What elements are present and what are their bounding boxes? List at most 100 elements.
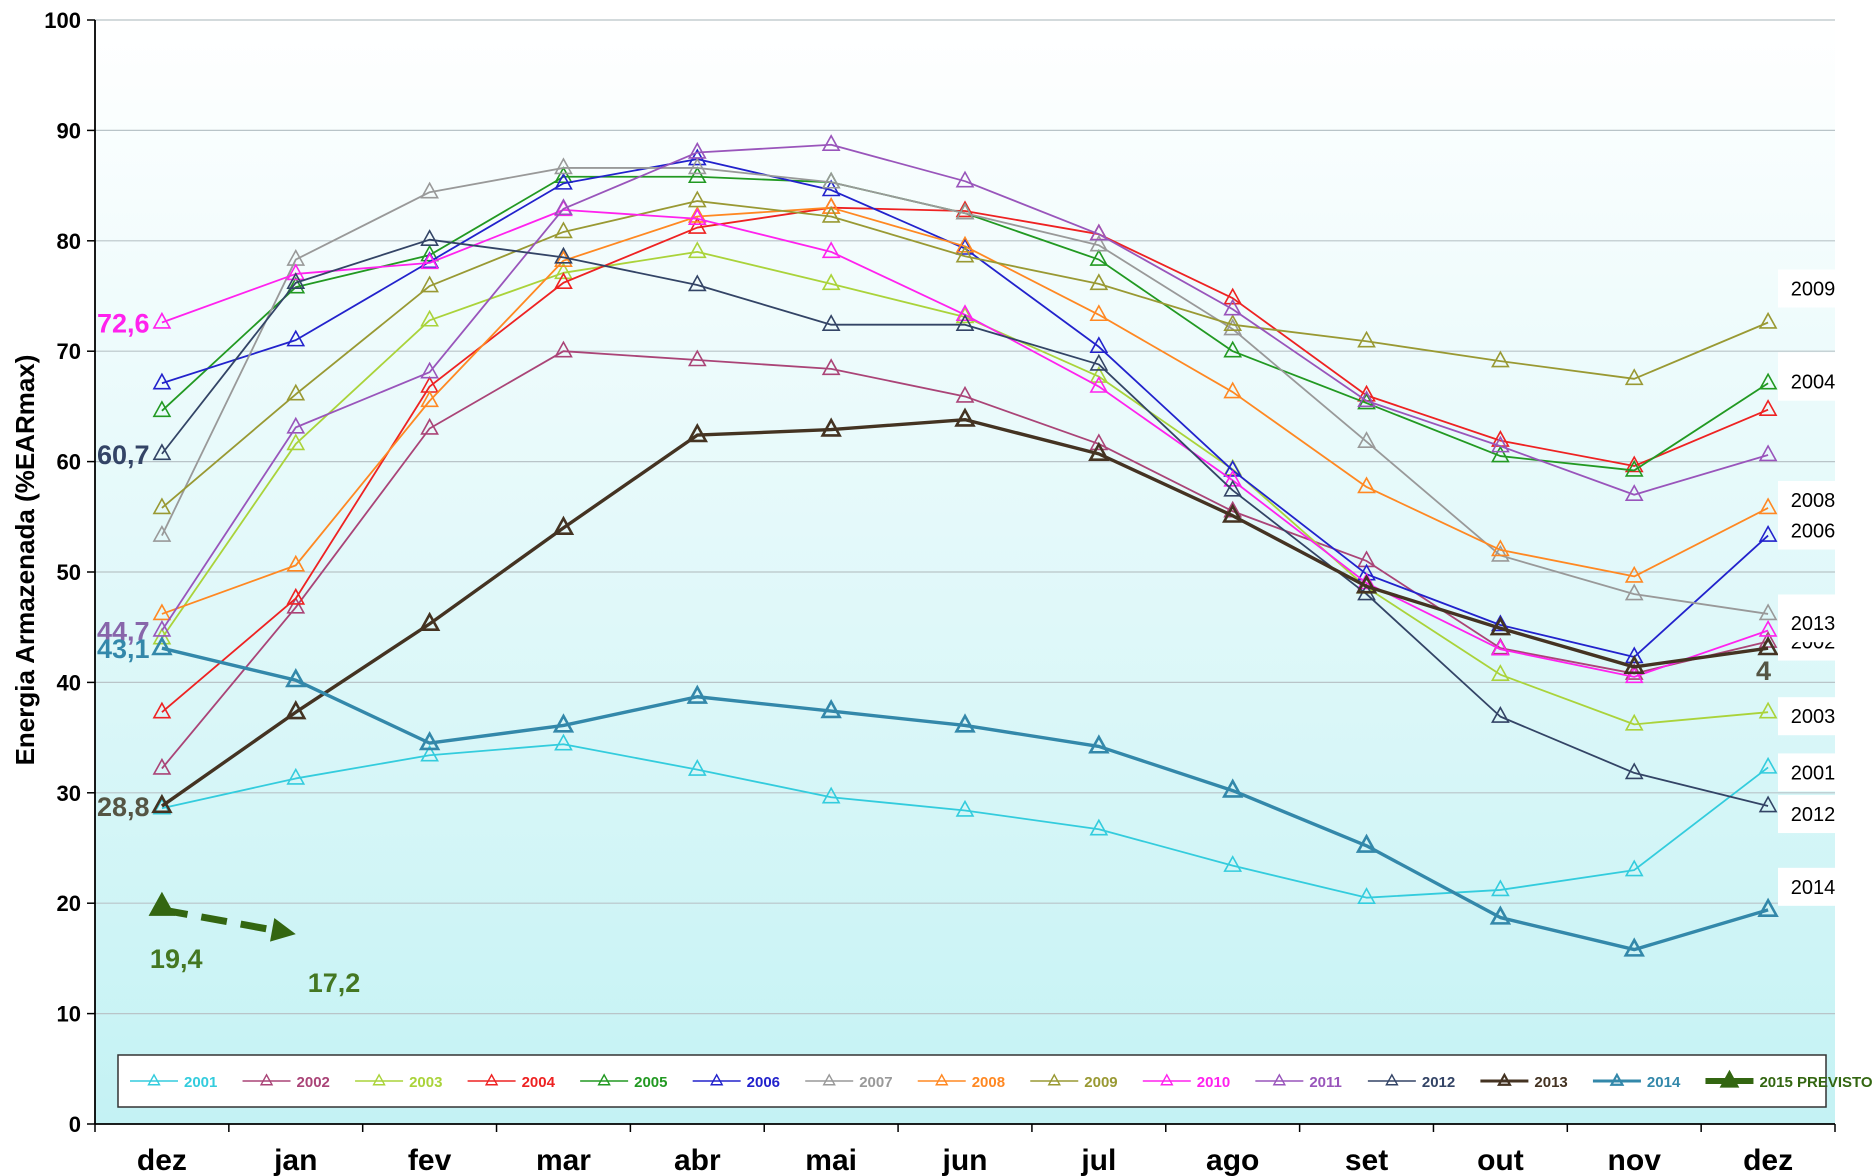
x-tick-label: abr xyxy=(674,1144,721,1176)
data-point xyxy=(1491,445,1510,463)
y-tick-label: 80 xyxy=(57,229,81,254)
data-point xyxy=(686,422,709,443)
legend-item-label: 2011 xyxy=(1309,1074,1342,1091)
y-tick-label: 90 xyxy=(57,118,81,143)
series-2001 xyxy=(152,733,1778,904)
data-point xyxy=(554,198,573,216)
data-point xyxy=(687,241,707,259)
data-point xyxy=(554,157,573,175)
forecast-value-label: 19,4 xyxy=(150,944,203,974)
legend: 2001 2002 2003 2004 2005 2006 2007 2008 2009 2010… xyxy=(117,1054,1873,1108)
data-point xyxy=(1089,336,1109,354)
y-tick-label: 30 xyxy=(57,781,81,806)
series-line xyxy=(160,417,1769,808)
data-point xyxy=(554,262,573,280)
start-value-label: 72,6 xyxy=(97,308,150,338)
data-point xyxy=(955,314,975,331)
end-label: 2012 xyxy=(1791,804,1836,826)
data-point xyxy=(687,190,707,208)
end-labels: 2009200520042002200820062007201020132003… xyxy=(1778,269,1848,906)
data-point xyxy=(1758,603,1778,621)
data-point xyxy=(1223,469,1243,487)
data-point xyxy=(955,245,975,263)
axes: 0 10 20 30 40 50 60 70 80 90 100 dez jan fev mar abr mai… xyxy=(44,8,1836,1176)
data-point xyxy=(1088,441,1110,461)
series-2011 xyxy=(152,134,1778,637)
data-point xyxy=(1357,476,1376,494)
data-point xyxy=(955,237,975,255)
y-axis-label: Energia Armazenada (%EARmax) xyxy=(10,355,40,766)
start-value-label: 60,7 xyxy=(97,440,150,470)
data-point xyxy=(552,713,575,733)
data-point xyxy=(1757,636,1779,656)
x-tick-label: out xyxy=(1477,1144,1524,1176)
data-point xyxy=(821,786,841,804)
data-point xyxy=(286,272,306,290)
data-point xyxy=(1089,273,1109,291)
data-point xyxy=(955,170,975,188)
data-point xyxy=(1491,706,1510,723)
data-point xyxy=(821,171,841,189)
data-point xyxy=(687,274,707,292)
data-point xyxy=(955,235,975,253)
data-point xyxy=(420,244,439,262)
end-label: 2006 xyxy=(1791,521,1836,543)
data-point xyxy=(1357,330,1376,348)
data-point xyxy=(286,416,306,434)
legend-item-label: 2008 xyxy=(972,1074,1005,1091)
data-point xyxy=(152,619,172,637)
data-point xyxy=(554,221,573,239)
data-point xyxy=(1221,503,1244,523)
data-point xyxy=(687,759,707,776)
x-tick-label: jan xyxy=(273,1144,317,1176)
x-tick-label: jun xyxy=(942,1144,988,1176)
data-point xyxy=(552,515,575,535)
data-point xyxy=(1624,762,1644,780)
series-layer xyxy=(148,134,1779,957)
legend-swatch-marker xyxy=(935,1073,949,1086)
data-point xyxy=(152,603,172,621)
legend-item-label: 2014 xyxy=(1647,1074,1681,1091)
data-point xyxy=(1624,859,1644,877)
legend-swatch-marker xyxy=(484,1073,499,1086)
data-point xyxy=(821,241,841,259)
data-point xyxy=(1491,539,1510,557)
data-point xyxy=(148,891,176,916)
data-point xyxy=(285,668,307,688)
legend-item-label: 2002 xyxy=(297,1074,330,1091)
end-label: 2004 xyxy=(1791,372,1836,394)
data-point xyxy=(554,340,573,358)
legend-swatch-marker xyxy=(1497,1072,1512,1086)
series-2012 xyxy=(152,229,1778,813)
data-point xyxy=(1223,459,1243,477)
end-label: 2013 xyxy=(1791,613,1836,635)
data-point xyxy=(420,361,439,379)
data-point xyxy=(152,797,172,815)
data-point xyxy=(1357,563,1376,581)
x-tick-label: dez xyxy=(1743,1144,1793,1176)
data-point xyxy=(1357,887,1376,904)
data-point xyxy=(1758,444,1778,462)
data-point xyxy=(152,443,172,461)
data-point xyxy=(285,700,307,720)
data-point xyxy=(286,383,306,401)
legend-swatch-marker xyxy=(1609,1072,1625,1086)
data-point xyxy=(1223,318,1243,336)
legend-swatch-marker xyxy=(259,1073,274,1086)
partial-value-label: 4 xyxy=(1756,656,1771,686)
data-point xyxy=(270,918,296,942)
y-tick-label: 70 xyxy=(57,339,81,364)
data-point xyxy=(286,263,306,281)
data-point xyxy=(1089,248,1109,266)
data-point xyxy=(687,205,707,223)
legend-item-label: 2003 xyxy=(409,1074,442,1091)
legend-item-label: 2007 xyxy=(859,1074,892,1091)
data-point xyxy=(821,134,841,152)
data-point xyxy=(1624,484,1644,501)
data-point xyxy=(1623,654,1645,675)
data-point xyxy=(554,246,573,264)
legend-item-label: 2012 xyxy=(1422,1074,1455,1091)
data-point xyxy=(1491,350,1510,368)
start-value-label: 44,7 xyxy=(97,617,150,647)
data-point xyxy=(687,349,707,367)
